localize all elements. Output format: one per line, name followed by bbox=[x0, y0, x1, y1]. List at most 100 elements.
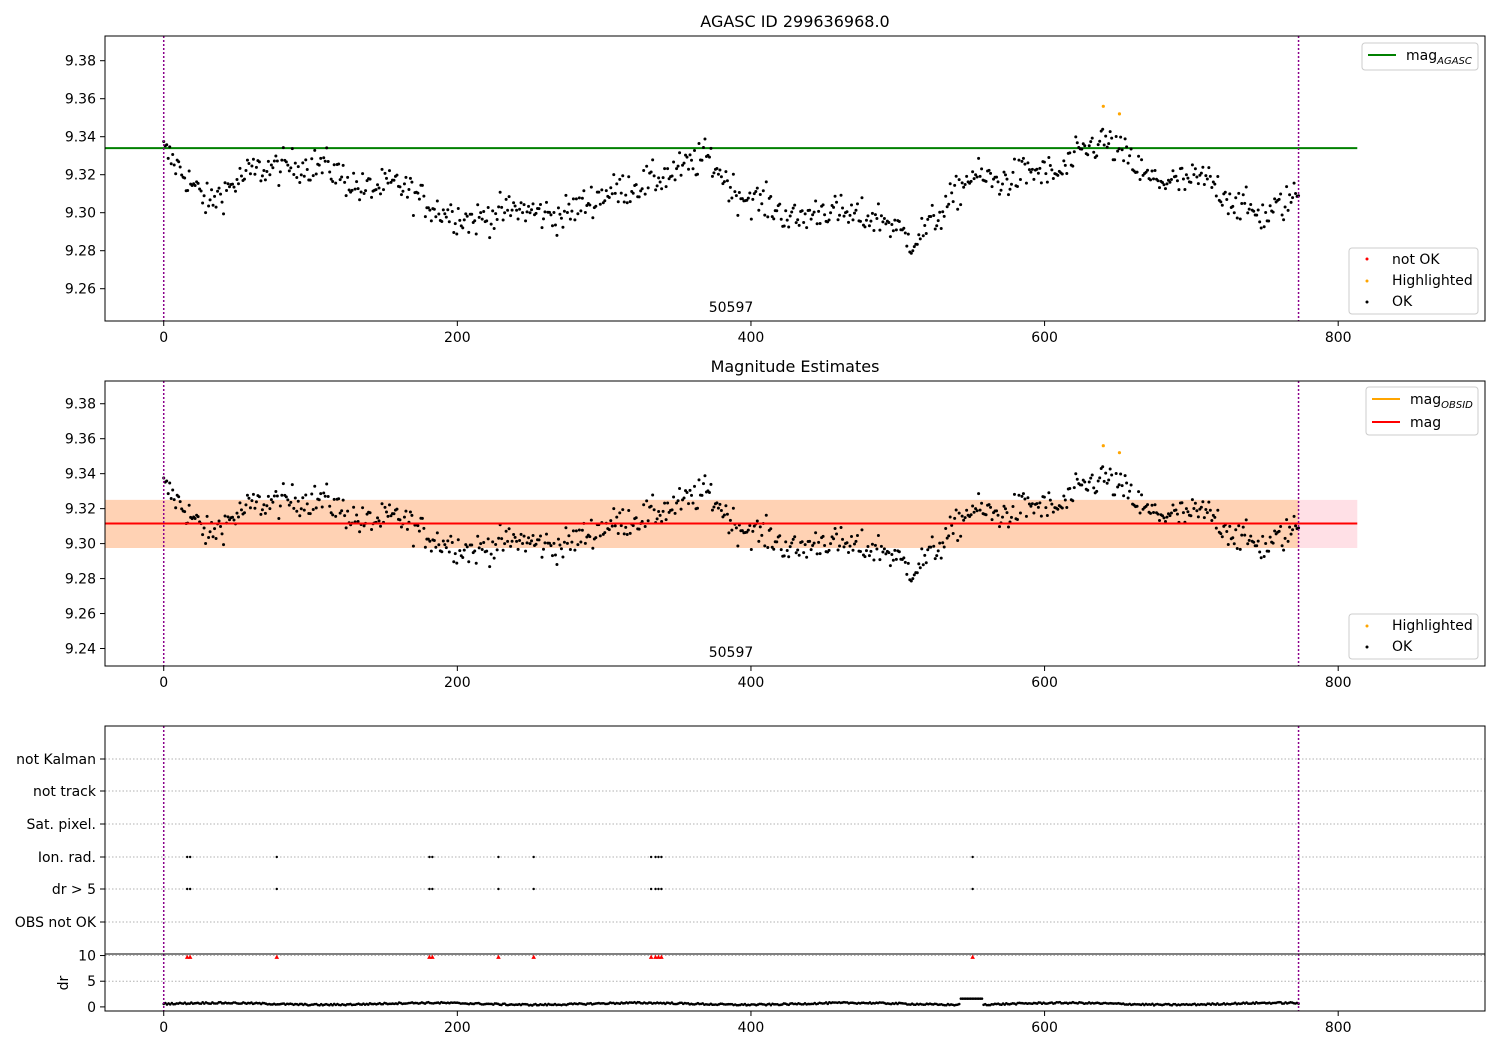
ok-point bbox=[761, 189, 765, 193]
ok-point bbox=[637, 195, 641, 199]
ok-point bbox=[841, 537, 845, 541]
ok-point bbox=[1045, 513, 1049, 517]
panel2-legend-lines: magOBSID mag bbox=[1365, 386, 1479, 436]
ok-point bbox=[882, 216, 886, 220]
ok-point bbox=[803, 212, 807, 216]
ok-point bbox=[1090, 136, 1094, 140]
ok-point bbox=[271, 166, 275, 170]
ok-point bbox=[902, 226, 906, 230]
ok-point bbox=[1065, 506, 1069, 510]
ok-point bbox=[1050, 168, 1054, 172]
ok-point bbox=[693, 149, 697, 153]
ok-point bbox=[832, 205, 836, 209]
ok-point bbox=[464, 543, 468, 547]
y-tick-label: 9.30 bbox=[65, 537, 96, 553]
ok-point bbox=[1156, 512, 1160, 516]
ok-point bbox=[851, 218, 855, 222]
ok-point bbox=[565, 210, 569, 214]
ok-point bbox=[1104, 134, 1108, 138]
ok-point bbox=[882, 547, 886, 551]
ok-point bbox=[849, 534, 853, 538]
ok-point bbox=[950, 191, 954, 195]
ok-point bbox=[1056, 173, 1060, 177]
ok-point bbox=[382, 188, 386, 192]
ok-point bbox=[1135, 170, 1139, 174]
ok-point bbox=[1074, 135, 1078, 139]
ok-point bbox=[441, 539, 445, 543]
ok-point bbox=[876, 534, 880, 538]
ok-point bbox=[1108, 130, 1112, 134]
ok-point bbox=[507, 527, 511, 531]
ok-point bbox=[1241, 193, 1245, 197]
ok-point bbox=[978, 174, 982, 178]
ok-point bbox=[1032, 511, 1036, 515]
ok-point bbox=[903, 560, 907, 564]
ok-point bbox=[295, 176, 299, 180]
ok-point bbox=[1083, 480, 1087, 484]
ok-point bbox=[989, 505, 993, 509]
ok-point bbox=[754, 189, 758, 193]
ok-point bbox=[627, 509, 631, 513]
ok-point bbox=[875, 217, 879, 221]
ok-point bbox=[867, 554, 871, 558]
ok-point bbox=[1234, 528, 1238, 532]
panel1-y-ticks: 9.26 9.28 9.30 9.32 9.34 9.36 9.38 bbox=[65, 54, 105, 298]
ok-point bbox=[1162, 516, 1166, 520]
ok-point bbox=[1098, 476, 1102, 480]
ok-point bbox=[695, 172, 699, 176]
ok-point bbox=[531, 534, 535, 538]
ok-point bbox=[543, 210, 547, 214]
flag-event-point bbox=[649, 887, 653, 891]
ok-point bbox=[1060, 506, 1064, 510]
ok-point bbox=[1074, 472, 1078, 476]
ok-point bbox=[1102, 479, 1106, 483]
ok-point bbox=[703, 474, 707, 478]
ok-point bbox=[642, 168, 646, 172]
ok-point bbox=[845, 541, 849, 545]
ok-point bbox=[1234, 196, 1238, 200]
ok-point bbox=[1107, 142, 1111, 146]
ok-point bbox=[1021, 156, 1025, 160]
ok-point bbox=[571, 197, 575, 201]
ok-point bbox=[183, 510, 187, 514]
ok-point bbox=[272, 494, 276, 498]
ok-point bbox=[329, 511, 333, 515]
ok-point bbox=[748, 191, 752, 195]
ok-point bbox=[953, 183, 957, 187]
ok-point bbox=[263, 178, 267, 182]
ok-point bbox=[257, 160, 261, 164]
ok-point bbox=[259, 512, 263, 516]
ok-point bbox=[679, 173, 683, 177]
ok-point bbox=[361, 172, 365, 176]
ok-point bbox=[947, 534, 951, 538]
ok-point bbox=[685, 155, 689, 159]
dr-clipped-marker bbox=[430, 954, 435, 959]
ok-point bbox=[661, 176, 665, 180]
ok-point bbox=[1256, 539, 1260, 543]
ok-point bbox=[242, 511, 246, 515]
flag-label: not track bbox=[33, 784, 97, 800]
ok-point bbox=[404, 509, 408, 513]
ok-point bbox=[368, 177, 372, 181]
ok-point bbox=[280, 158, 284, 162]
ok-point bbox=[829, 211, 833, 215]
ok-point bbox=[621, 508, 625, 512]
ok-point bbox=[582, 189, 586, 193]
ok-point bbox=[791, 206, 795, 210]
ok-point bbox=[707, 155, 711, 159]
ok-point bbox=[851, 548, 855, 552]
ok-point bbox=[855, 202, 859, 206]
ok-point bbox=[491, 540, 495, 544]
ok-point bbox=[304, 493, 308, 497]
ok-point bbox=[274, 154, 278, 158]
ok-point bbox=[395, 507, 399, 511]
ok-point bbox=[1259, 556, 1263, 560]
ok-point bbox=[444, 215, 448, 219]
ok-point bbox=[239, 508, 243, 512]
ok-point bbox=[911, 577, 915, 581]
ok-point bbox=[661, 509, 665, 513]
ok-point bbox=[945, 536, 949, 540]
ok-point bbox=[180, 173, 184, 177]
ok-point bbox=[902, 556, 906, 560]
ok-point bbox=[1160, 514, 1164, 518]
